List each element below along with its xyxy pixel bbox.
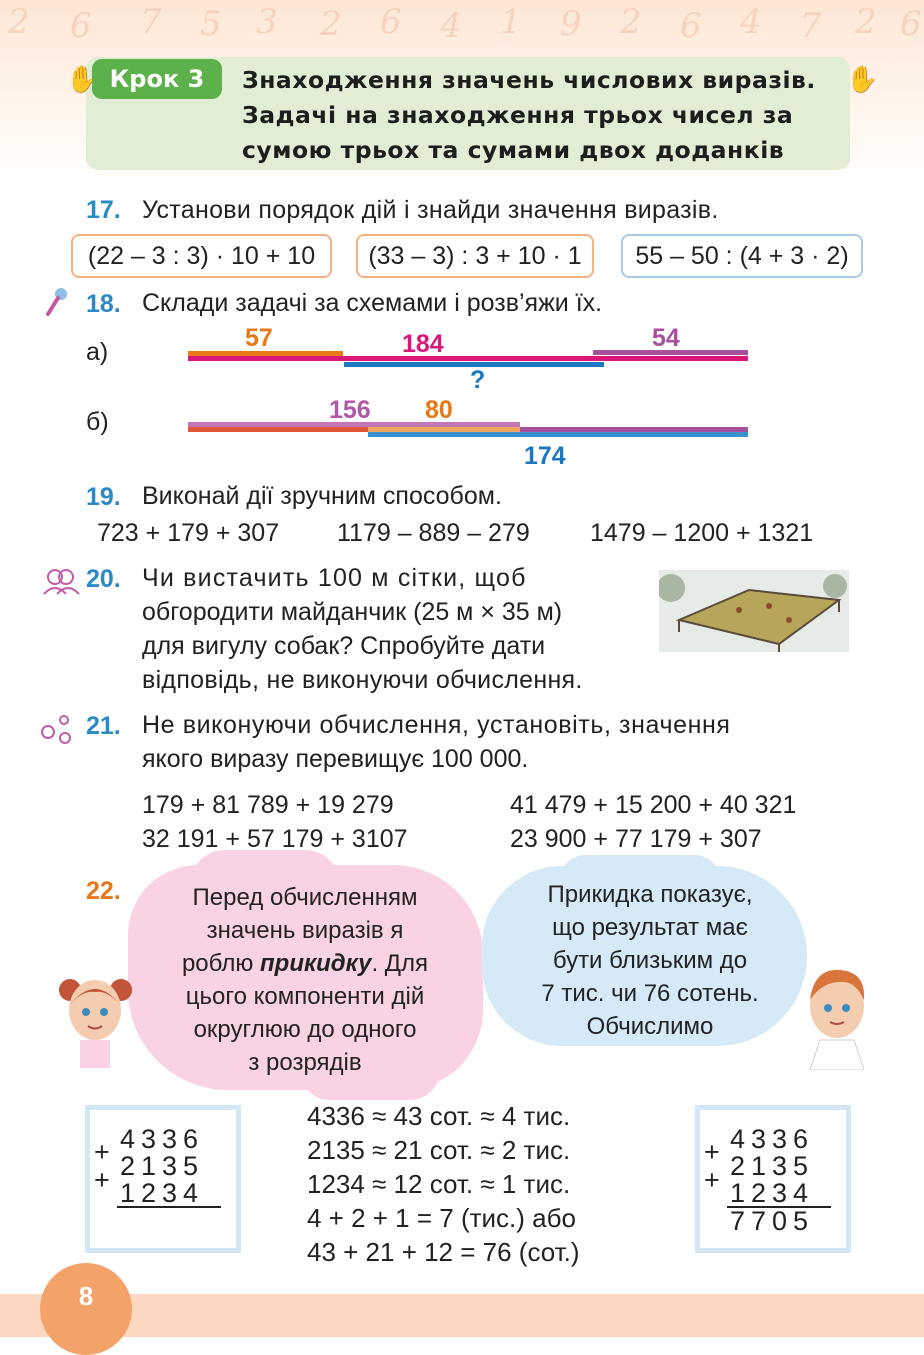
value-80: 80 bbox=[425, 396, 453, 424]
scheme-label-a: а) bbox=[86, 338, 109, 366]
pair-work-icon bbox=[41, 566, 81, 596]
page-number: 8 bbox=[40, 1263, 132, 1355]
plus-sign: + bbox=[94, 1165, 116, 1195]
expression: 723 + 179 + 307 bbox=[97, 519, 280, 547]
addend: 4336 bbox=[730, 1124, 815, 1154]
plus-sign: + bbox=[94, 1137, 116, 1167]
girl-avatar bbox=[58, 968, 133, 1068]
question-mark: ? bbox=[470, 366, 486, 394]
task-18-text: Склади задачі за схемами і розв’яжи їх. bbox=[142, 289, 603, 317]
girl-bubble-text: Перед обчисленням значень виразів я робл… bbox=[181, 884, 429, 1076]
segment-80 bbox=[368, 427, 520, 432]
column-addition-card bbox=[85, 1105, 241, 1253]
addend: 2135 bbox=[730, 1151, 815, 1181]
lesson-title: Знаходження значень числових виразів. За… bbox=[242, 66, 816, 164]
boy-avatar bbox=[800, 960, 875, 1071]
page-footer bbox=[0, 1294, 924, 1337]
task-17-text: Установи порядок дій і знайди значення в… bbox=[142, 196, 719, 224]
task-21-text: Не виконуючи обчислення, установіть, зна… bbox=[142, 711, 731, 773]
segment-156 bbox=[188, 422, 520, 427]
thinking-bubbles-icon bbox=[40, 712, 74, 746]
value-54: 54 bbox=[652, 324, 680, 352]
girl-bubble-puff bbox=[190, 850, 340, 920]
value-174: 174 bbox=[524, 442, 566, 470]
addend: 1234 bbox=[120, 1178, 205, 1208]
segment-unknown bbox=[344, 362, 604, 367]
addend: 4336 bbox=[120, 1124, 205, 1154]
boy-bubble-puff bbox=[560, 855, 720, 905]
task-number-20: 20. bbox=[86, 565, 121, 593]
segment-total bbox=[188, 356, 748, 361]
boy-bubble-text: Прикидка показує, що результат має бути … bbox=[541, 881, 759, 1040]
girl-bubble-puff bbox=[300, 1040, 440, 1100]
sum-result: 7705 bbox=[730, 1206, 815, 1236]
expression: 179 + 81 789 + 19 279 bbox=[142, 791, 394, 819]
expression: 1179 – 889 – 279 bbox=[337, 519, 530, 547]
plus-sign: + bbox=[704, 1165, 726, 1195]
value-57: 57 bbox=[245, 324, 273, 352]
expression: 1479 – 1200 + 1321 bbox=[590, 519, 814, 547]
task-number-21: 21. bbox=[86, 712, 121, 740]
expression: 41 479 + 15 200 + 40 321 bbox=[510, 791, 797, 819]
task-20-text: Чи вистачить 100 м сітки, щоб обгородити… bbox=[142, 564, 583, 694]
expression: 23 900 + 77 179 + 307 bbox=[510, 825, 762, 853]
task-number-17: 17. bbox=[86, 196, 121, 224]
task-19-text: Виконай дії зручним способом. bbox=[142, 482, 502, 510]
hand-icon-right: ✋ bbox=[846, 64, 879, 94]
sum-line bbox=[727, 1206, 831, 1208]
dog-yard-illustration bbox=[657, 570, 849, 652]
segment-156-under bbox=[188, 427, 520, 432]
segment-174 bbox=[368, 432, 748, 437]
addend: 1234 bbox=[730, 1178, 815, 1208]
task-number-18: 18. bbox=[86, 290, 121, 318]
segment-57 bbox=[188, 351, 343, 356]
expression-box: (22 – 3 : 3) · 10 + 10 bbox=[71, 234, 332, 278]
scheme-label-b: б) bbox=[86, 408, 109, 436]
value-156: 156 bbox=[329, 396, 371, 424]
addend: 2135 bbox=[120, 1151, 205, 1181]
segment-right bbox=[520, 427, 748, 432]
expression-box: (33 – 3) : 3 + 10 · 1 bbox=[356, 234, 594, 278]
microphone-icon bbox=[44, 286, 70, 316]
estimation-steps: 4336 ≈ 43 сот. ≈ 4 тис. 2135 ≈ 21 сот. ≈… bbox=[307, 1101, 580, 1267]
column-addition-result-card bbox=[695, 1105, 851, 1253]
expression: 32 191 + 57 179 + 3107 bbox=[142, 825, 408, 853]
value-184: 184 bbox=[402, 330, 444, 358]
step-badge: Крок 3 bbox=[92, 59, 222, 99]
task-number-22: 22. bbox=[86, 877, 121, 905]
task-number-19: 19. bbox=[86, 483, 121, 511]
plus-sign: + bbox=[704, 1137, 726, 1167]
expression-box: 55 – 50 : (4 + 3 · 2) bbox=[621, 234, 863, 278]
segment-54 bbox=[593, 350, 748, 355]
sum-line bbox=[117, 1206, 221, 1208]
background-digits: 2 6 7 5 3 2 6 4 1 9 2 6 4 7 2 6 bbox=[8, 2, 922, 46]
